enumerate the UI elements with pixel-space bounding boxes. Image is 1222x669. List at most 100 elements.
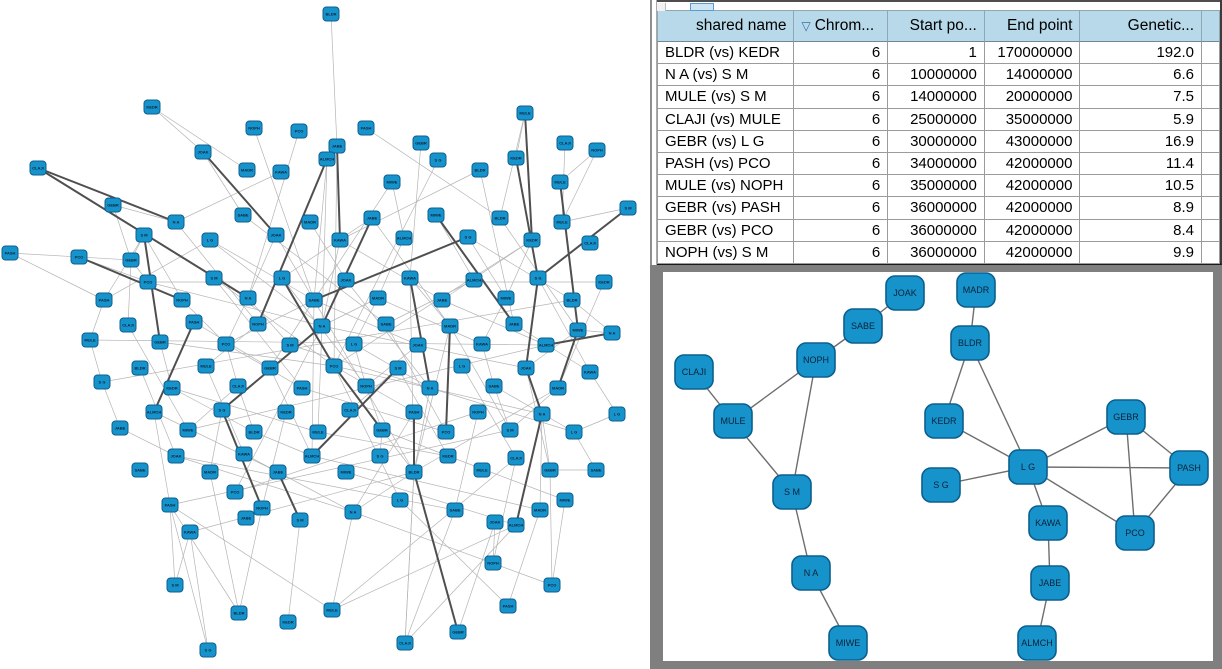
network-node-pash[interactable]: PASH (357, 120, 375, 136)
network-node-s-g[interactable]: S G (213, 402, 231, 418)
network-node-kawa[interactable]: KAWA (235, 446, 253, 462)
network-node-kawa[interactable]: KAWA (581, 364, 599, 380)
network-node-n-a[interactable]: N A (421, 380, 439, 396)
column-header-genetic[interactable]: Genetic... (1080, 10, 1203, 42)
network-node-almch[interactable]: ALMCH (145, 404, 163, 420)
network-node-s-m[interactable]: S M (501, 422, 519, 438)
network-node-mule[interactable]: MULE (553, 214, 571, 230)
network-node-pco[interactable]: PCO (290, 123, 308, 139)
network-node-almch[interactable]: ALMCH (318, 151, 336, 167)
column-header-end-point[interactable]: End point (984, 10, 1081, 42)
network-node-gebr[interactable]: GEBR (261, 360, 279, 376)
column-header-start-po[interactable]: Start po... (888, 10, 985, 42)
network-node-s-g[interactable]: S G (459, 229, 477, 245)
network-node-kedr[interactable]: KEDR (507, 150, 525, 166)
network-node-pco[interactable]: PCO (139, 274, 157, 290)
network-node-claji[interactable]: CLAJI (396, 635, 414, 651)
network-node-pash[interactable]: PASH (499, 598, 517, 614)
network-node-miwe[interactable]: MIWE (179, 422, 197, 438)
network-node-s-g[interactable]: S G (429, 152, 447, 168)
network-node-almch[interactable]: ALMCH (1017, 625, 1057, 661)
table-cell[interactable]: GEBR (vs) L G (657, 130, 795, 153)
network-node-jabe[interactable]: JABE (1030, 565, 1070, 601)
network-node-kedr[interactable]: KEDR (439, 448, 457, 464)
network-node-l-g[interactable]: L G (1008, 449, 1048, 485)
table-cell[interactable]: 192.0 (1080, 42, 1203, 65)
network-node-noph[interactable]: NOPH (245, 120, 263, 136)
network-node-almch[interactable]: ALMCH (465, 272, 483, 288)
network-node-sabe[interactable]: SABE (446, 502, 464, 518)
network-node-madr[interactable]: MADR (549, 380, 567, 396)
table-cell[interactable]: 9.9 (1080, 241, 1203, 264)
network-node-gebr[interactable]: GEBR (151, 334, 169, 350)
table-cell[interactable]: 43000000 (984, 130, 1081, 153)
network-node-pco[interactable]: PCO (1115, 515, 1155, 551)
network-node-kedr[interactable]: KEDR (143, 99, 161, 115)
network-node-sabe[interactable]: SABE (234, 207, 252, 223)
table-cell[interactable]: 42000000 (984, 175, 1081, 198)
network-node-bldr[interactable]: BLDR (245, 424, 263, 440)
network-node-miwe[interactable]: MIWE (569, 322, 587, 338)
network-node-sabe[interactable]: SABE (485, 378, 503, 394)
table-cell[interactable]: 10000000 (888, 64, 985, 87)
table-cell[interactable]: 6 (794, 152, 889, 176)
network-node-joak[interactable]: JOAK (167, 448, 185, 464)
table-cell[interactable]: 16.9 (1080, 130, 1203, 153)
network-node-pco[interactable]: PCO (437, 424, 455, 440)
network-node-pco[interactable]: PCO (543, 577, 561, 593)
table-cell[interactable]: 11.4 (1080, 152, 1203, 176)
network-node-miwe[interactable]: MIWE (383, 174, 401, 190)
network-node-almch[interactable]: ALMCH (507, 517, 525, 533)
table-row[interactable]: PASH (vs) PCO 6 34000000 42000000 11.4 (657, 152, 1220, 176)
network-node-bldr[interactable]: BLDR (230, 605, 248, 621)
network-node-s-g[interactable]: S G (199, 642, 217, 658)
network-node-mule[interactable]: MULE (197, 358, 215, 374)
table-cell[interactable]: 1 (888, 42, 985, 65)
table-cell[interactable]: 14000000 (984, 64, 1081, 87)
network-node-miwe[interactable]: MIWE (828, 625, 868, 661)
network-node-gebr[interactable]: GEBR (449, 624, 467, 640)
network-node-kedr[interactable]: KEDR (523, 232, 541, 248)
table-cell[interactable]: NOPH (vs) S M (657, 241, 795, 264)
network-node-bldr[interactable]: BLDR (322, 6, 340, 22)
network-node-sabe[interactable]: SABE (587, 462, 605, 478)
network-node-kawa[interactable]: KAWA (1028, 505, 1068, 541)
network-node-bldr[interactable]: BLDR (950, 325, 990, 361)
network-node-joak[interactable]: JOAK (409, 337, 427, 353)
network-node-s-g[interactable]: S G (921, 467, 961, 503)
table-cell[interactable]: 42000000 (984, 241, 1081, 264)
table-cell[interactable]: 36000000 (888, 197, 985, 220)
table-cell[interactable]: 35000000 (888, 175, 985, 198)
network-node-mule[interactable]: MULE (516, 105, 534, 121)
table-cell[interactable]: GEBR (vs) PASH (657, 197, 795, 220)
network-node-jabe[interactable]: JABE (269, 464, 287, 480)
network-node-claji[interactable]: CLAJI (674, 354, 714, 390)
network-node-l-g[interactable]: L G (345, 336, 363, 352)
network-node-pash[interactable]: PASH (1169, 450, 1209, 486)
network-node-miwe[interactable]: MIWE (427, 207, 445, 223)
network-node-l-g[interactable]: L G (565, 424, 583, 440)
network-node-almch[interactable]: ALMCH (303, 448, 321, 464)
network-node-claji[interactable]: CLAJI (581, 235, 599, 251)
network-node-pco[interactable]: PCO (226, 484, 244, 500)
network-node-n-a[interactable]: N A (533, 406, 551, 422)
table-cell[interactable]: 6 (794, 175, 889, 198)
table-row[interactable]: MULE (vs) NOPH 6 35000000 42000000 10.5 (657, 175, 1220, 198)
table-cell[interactable]: 6 (794, 219, 889, 242)
panel-splitter[interactable] (650, 0, 657, 265)
table-cell[interactable]: 25000000 (888, 108, 985, 131)
column-header-shared-name[interactable]: shared name (657, 10, 795, 42)
network-node-gebr[interactable]: GEBR (1106, 399, 1146, 435)
network-node-noph[interactable]: NOPH (469, 404, 487, 420)
network-node-n-a[interactable]: N A (603, 325, 621, 341)
table-row[interactable]: GEBR (vs) PASH 6 36000000 42000000 8.9 (657, 197, 1220, 220)
network-node-jabe[interactable]: JABE (237, 510, 255, 526)
network-node-joak[interactable]: JOAK (337, 272, 355, 288)
network-node-miwe[interactable]: MIWE (556, 492, 574, 508)
table-cell[interactable]: 42000000 (984, 197, 1081, 220)
network-node-kedr[interactable]: KEDR (924, 403, 964, 439)
network-node-sabe[interactable]: SABE (131, 462, 149, 478)
network-node-madr[interactable]: MADR (441, 318, 459, 334)
network-node-s-m[interactable]: S M (772, 474, 812, 510)
network-node-joak[interactable]: JOAK (517, 360, 535, 376)
